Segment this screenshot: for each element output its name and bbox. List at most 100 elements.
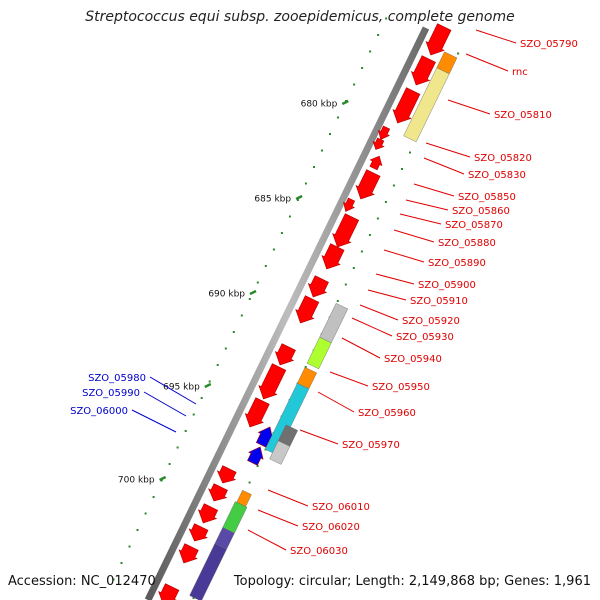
leader-line [465, 53, 509, 72]
gene-label: SZO_05820 [474, 153, 532, 164]
leader-line [383, 249, 425, 263]
gene-label: SZO_06030 [290, 546, 348, 557]
gene-arrow-forward [332, 213, 360, 248]
minor-tick-left [216, 364, 219, 366]
leader-line [247, 529, 287, 551]
leader-line [341, 337, 381, 359]
minor-tick-left [313, 166, 315, 168]
major-tick [295, 194, 303, 201]
annotation-box [269, 440, 291, 465]
annotation-box [306, 337, 332, 370]
minor-tick-left [280, 232, 283, 234]
major-tick [249, 289, 257, 296]
leader-line-reverse [131, 409, 177, 433]
gene-arrow-forward [216, 465, 237, 484]
gene-label: SZO_05790 [520, 39, 578, 50]
minor-tick-left [337, 116, 339, 119]
major-tick [159, 475, 167, 482]
minor-tick-left [176, 446, 179, 449]
minor-tick-right [304, 366, 307, 368]
minor-tick-left [296, 199, 299, 201]
leader-line [447, 99, 491, 115]
gene-arrow-forward [274, 343, 296, 366]
minor-tick-left [304, 182, 307, 185]
minor-tick-right [368, 234, 371, 236]
map-title: Streptococcus equi subsp. zooepidemicus,… [85, 9, 515, 25]
gene-arrow-forward [343, 197, 356, 212]
gene-arrow-forward [372, 137, 385, 150]
gene-label: SZO_05870 [445, 220, 503, 231]
gene-label: SZO_05890 [428, 258, 486, 269]
minor-tick-left [120, 562, 123, 564]
scale-tick-label: 685 kbp [254, 195, 291, 205]
gene-label: SZO_05970 [342, 440, 400, 451]
minor-tick-right [256, 465, 259, 467]
minor-tick-left [152, 496, 155, 498]
minor-tick-left [232, 331, 235, 333]
minor-tick-left [288, 215, 291, 218]
minor-tick-left [128, 545, 131, 548]
gene-label: SZO_05960 [358, 408, 416, 419]
leader-line [375, 273, 415, 285]
scale-tick-label: 680 kbp [301, 100, 338, 110]
gene-arrow-forward [244, 397, 270, 428]
leader-line [329, 371, 369, 387]
gene-arrow-forward [208, 483, 228, 502]
minor-tick-right [384, 201, 387, 203]
genome-backbone [144, 26, 430, 600]
major-tick [341, 99, 349, 106]
gene-arrow-forward [178, 543, 199, 564]
gene-label: SZO_06010 [312, 502, 370, 513]
accession-text: Accession: NC_012470 [8, 574, 156, 589]
minor-tick-left [248, 298, 251, 300]
gene-arrow-forward [307, 275, 329, 298]
minor-tick-right [192, 597, 195, 599]
leader-line-reverse [149, 376, 197, 405]
leader-line [393, 229, 435, 243]
minor-tick-left [200, 397, 203, 399]
gene-label: SZO_05850 [458, 192, 516, 203]
minor-tick-left [168, 463, 171, 465]
minor-tick-left [353, 83, 356, 86]
minor-tick-left [361, 67, 364, 69]
scale-tick-label: 695 kbp [163, 383, 200, 393]
minor-tick-left [272, 248, 275, 251]
leader-line [475, 29, 517, 44]
gene-label: SZO_06020 [302, 522, 360, 533]
gene-label: SZO_05880 [438, 238, 496, 249]
leader-line [359, 304, 399, 321]
leader-line [367, 289, 407, 301]
gene-label: SZO_05930 [396, 332, 454, 343]
minor-tick-left [112, 578, 115, 581]
leader-line [299, 429, 339, 445]
gene-label: SZO_05830 [468, 170, 526, 181]
minor-tick-left [160, 479, 163, 482]
leader-line-reverse [143, 391, 187, 417]
gene-arrow-forward [321, 243, 345, 270]
gene-label: SZO_05860 [452, 206, 510, 217]
minor-tick-left [264, 265, 267, 267]
leader-line [413, 183, 455, 197]
scale-tick-label: 690 kbp [208, 290, 245, 300]
gene-label: SZO_05900 [418, 280, 476, 291]
minor-tick-left [369, 50, 372, 53]
minor-tick-right [336, 300, 339, 302]
minor-tick-left [385, 17, 388, 20]
annotation-box [222, 501, 248, 534]
minor-tick-right [376, 217, 379, 220]
gene-label: SZO_05940 [384, 354, 442, 365]
gene-arrow-forward [410, 55, 436, 86]
minor-tick-left [224, 347, 227, 350]
minor-tick-right [360, 250, 363, 253]
gene-arrow-forward [158, 583, 180, 600]
gene-label-reverse: SZO_06000 [70, 406, 128, 417]
gene-arrow-forward [197, 503, 219, 524]
gene-arrow-forward [295, 295, 320, 324]
minor-tick-right [409, 151, 411, 154]
annotation-box [319, 303, 349, 344]
gene-label: SZO_05920 [402, 316, 460, 327]
gene-arrow-forward [355, 169, 381, 200]
gene-features [158, 23, 458, 600]
